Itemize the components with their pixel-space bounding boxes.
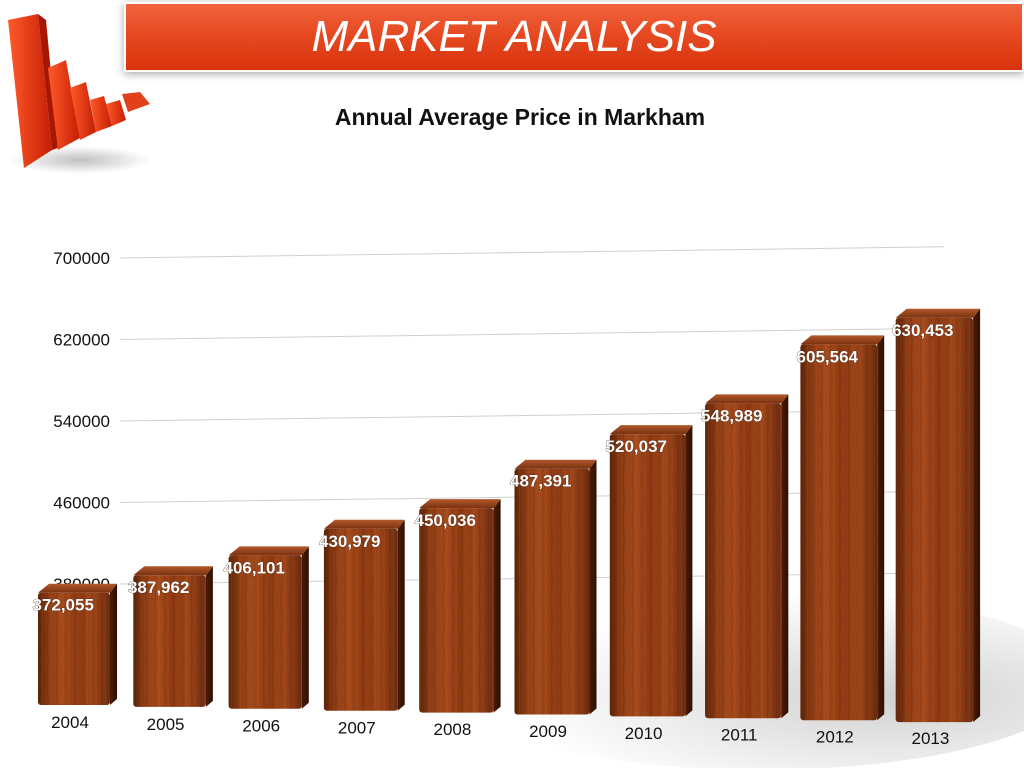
gridline <box>119 246 945 259</box>
bar <box>228 546 309 709</box>
data-label: 487,391 <box>510 472 571 491</box>
x-tick-label: 2010 <box>625 724 663 743</box>
x-tick-label: 2011 <box>721 726 758 745</box>
x-tick-label: 2004 <box>51 713 89 732</box>
banner-title: MARKET ANALYSIS <box>311 12 717 61</box>
x-tick-label: 2013 <box>911 729 949 748</box>
y-tick-label: 700000 <box>53 249 110 268</box>
x-tick-label: 2006 <box>242 717 280 736</box>
data-label: 387,962 <box>128 578 189 597</box>
data-label: 630,453 <box>892 321 953 340</box>
data-label: 372,055 <box>32 596 93 615</box>
x-tick-label: 2009 <box>529 722 567 741</box>
gridline <box>119 327 945 340</box>
data-label: 450,036 <box>415 511 476 530</box>
chart-title: Annual Average Price in Markham <box>334 104 706 130</box>
data-label: 520,037 <box>606 437 667 456</box>
x-tick-label: 2007 <box>338 718 376 737</box>
bar <box>609 425 693 717</box>
y-tick-label: 620000 <box>53 331 110 350</box>
bar <box>323 519 405 711</box>
bar <box>38 583 117 705</box>
bar <box>800 335 885 721</box>
bar <box>419 499 501 713</box>
x-tick-label: 2012 <box>816 727 854 746</box>
bar <box>514 459 597 715</box>
bar-chart-logo-icon <box>8 14 150 174</box>
data-label: 548,989 <box>701 406 762 425</box>
data-label: 430,979 <box>319 532 380 551</box>
bar <box>133 566 213 707</box>
x-tick-label: 2008 <box>433 720 471 739</box>
y-tick-label: 540000 <box>53 412 110 431</box>
bar <box>705 394 789 719</box>
y-tick-label: 460000 <box>53 494 110 513</box>
data-label: 605,564 <box>797 347 859 366</box>
bar <box>895 308 981 723</box>
x-tick-label: 2005 <box>147 715 185 734</box>
data-label: 406,101 <box>223 558 284 577</box>
title-banner: MARKET ANALYSIS <box>124 2 1024 72</box>
